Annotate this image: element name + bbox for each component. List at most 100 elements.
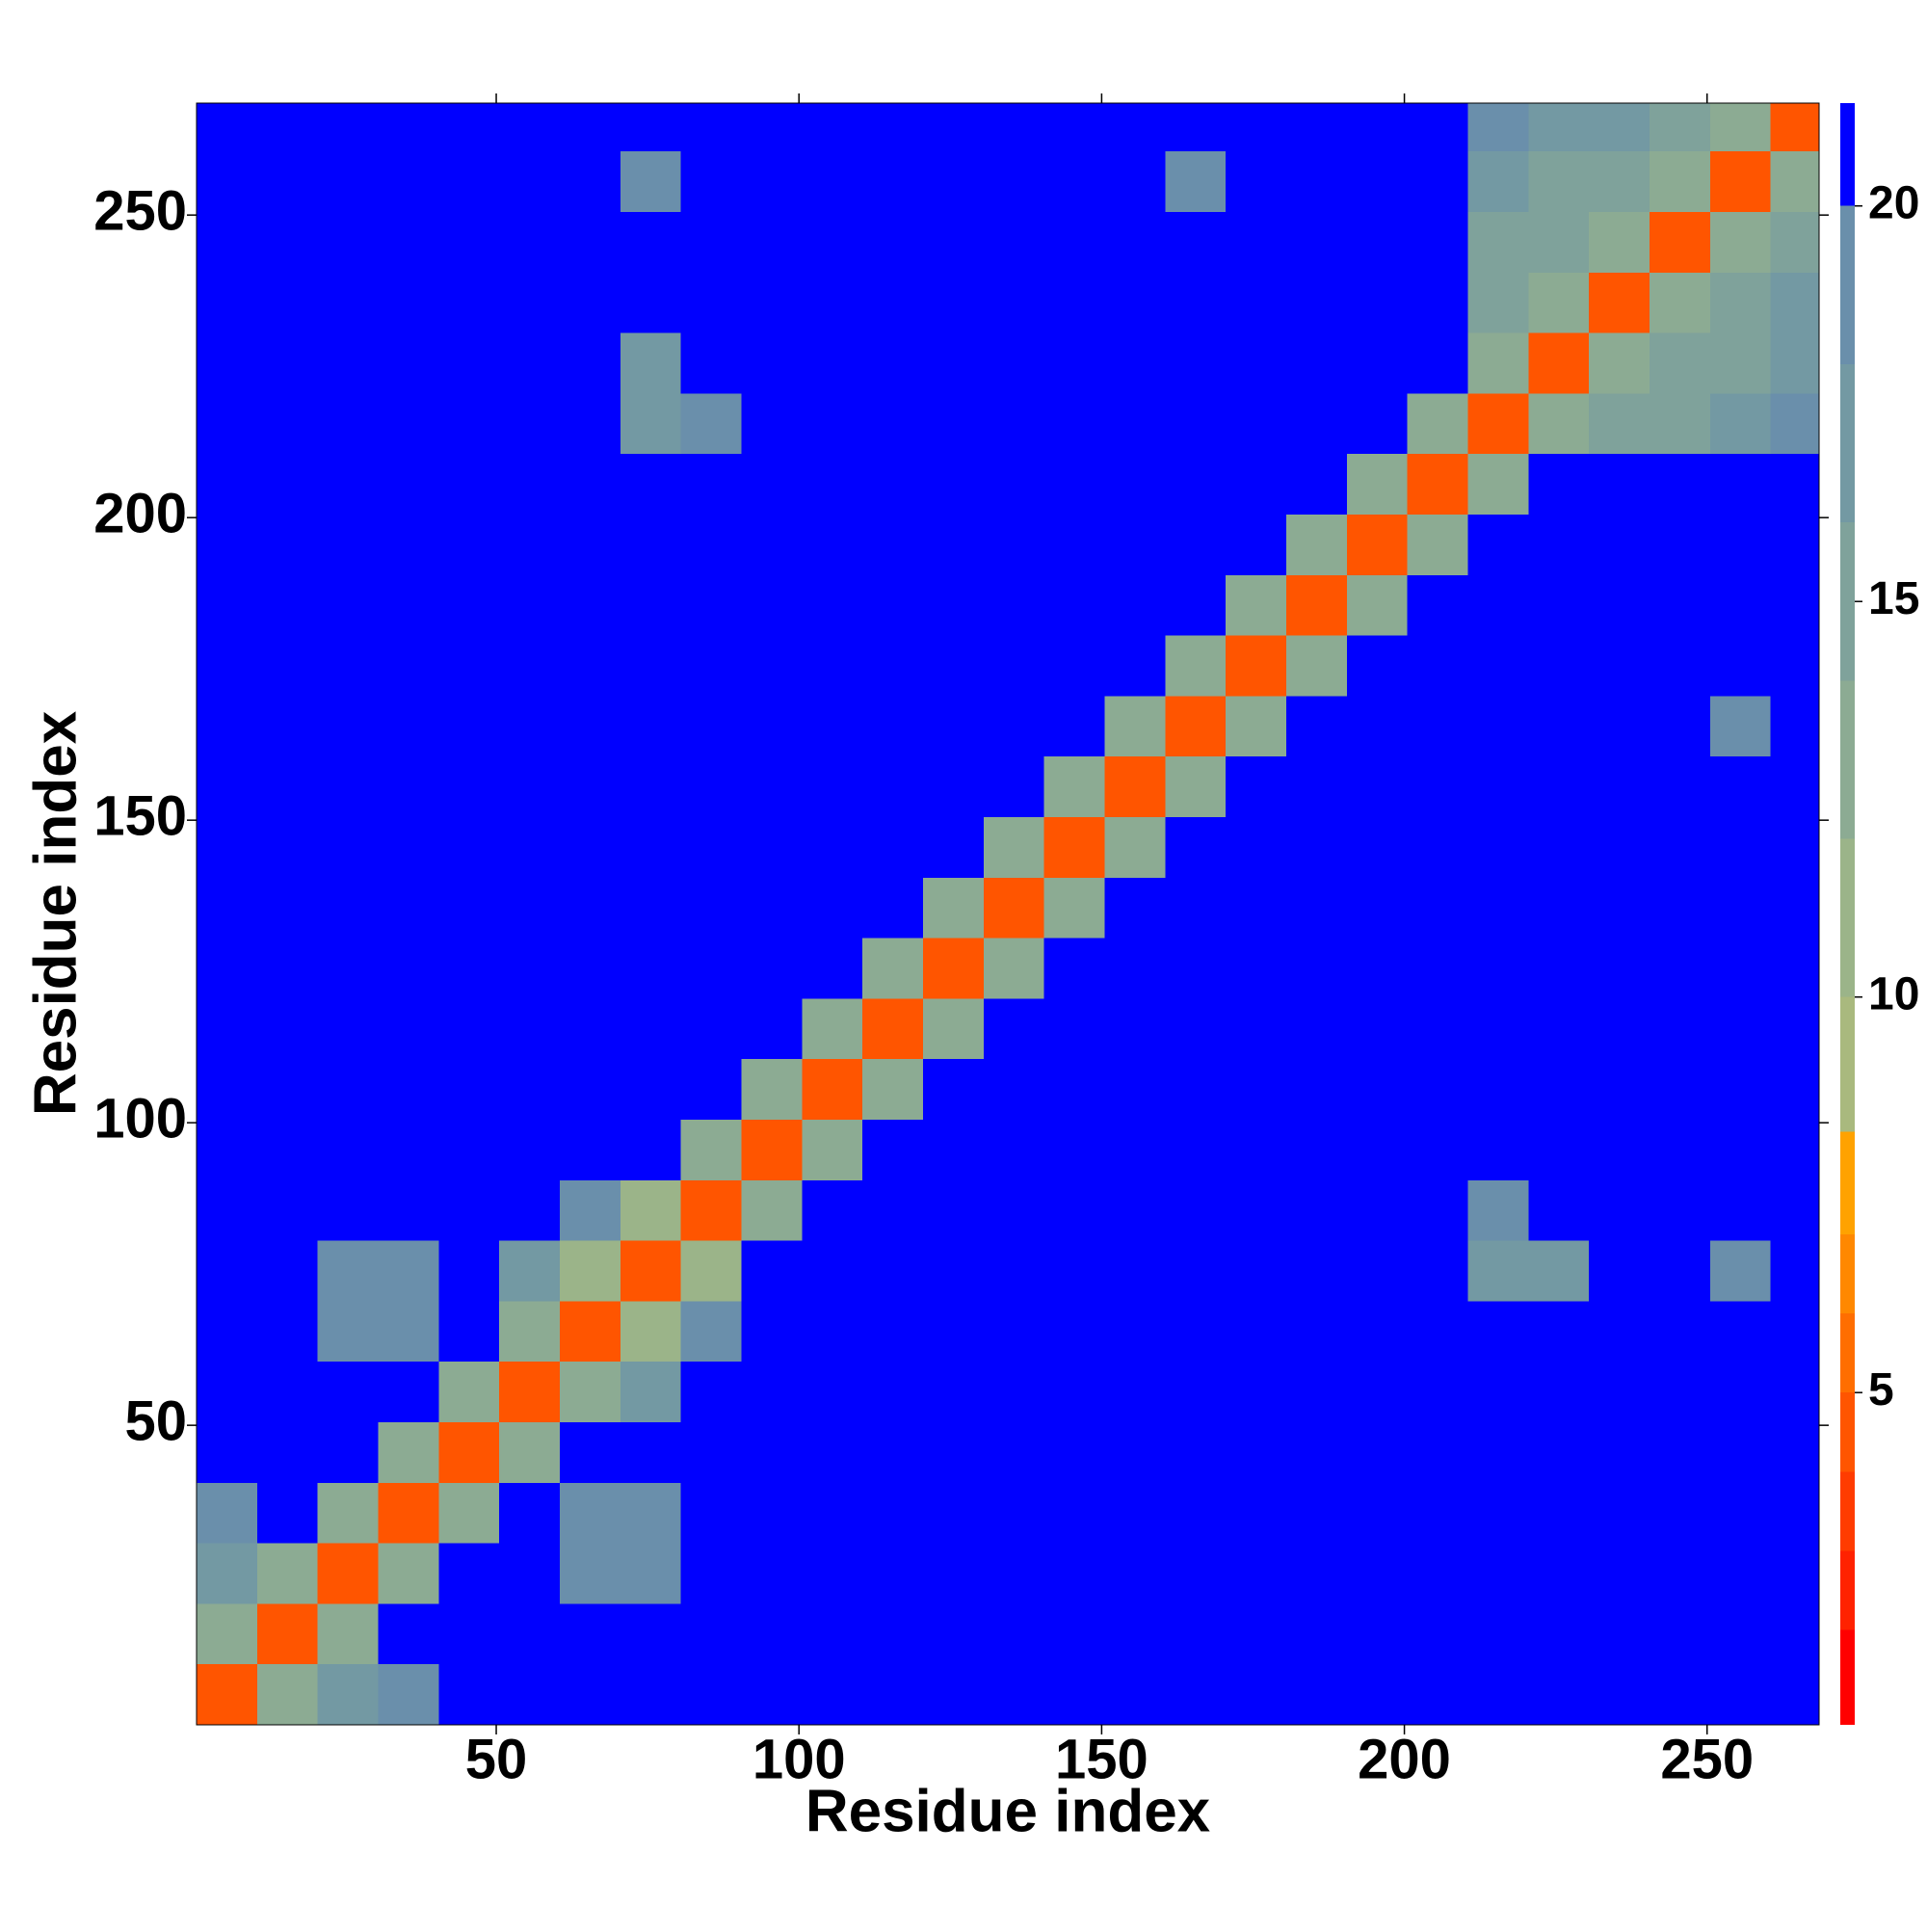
heatmap-cell xyxy=(1650,1664,1710,1725)
heatmap-cell xyxy=(923,1664,984,1725)
heatmap-cell xyxy=(1346,1059,1408,1121)
heatmap-cell xyxy=(317,756,379,818)
heatmap-cell xyxy=(862,272,924,333)
heatmap-cell xyxy=(1650,212,1710,273)
heatmap-cell xyxy=(1407,1664,1468,1725)
heatmap-cell xyxy=(680,1362,742,1423)
heatmap-cell xyxy=(1226,393,1287,455)
heatmap-cell xyxy=(1346,1603,1408,1665)
heatmap-cell xyxy=(1407,756,1468,818)
heatmap-cell xyxy=(256,1240,318,1302)
heatmap-cell xyxy=(317,1362,379,1423)
heatmap-cell xyxy=(1346,877,1408,939)
heatmap-cell xyxy=(560,1240,620,1302)
heatmap-cell xyxy=(923,635,984,697)
heatmap-cell xyxy=(438,272,500,333)
heatmap-cell xyxy=(1770,938,1819,999)
heatmap-cell xyxy=(1770,574,1819,636)
heatmap-cell xyxy=(620,515,681,575)
heatmap-cell xyxy=(1589,1301,1650,1363)
heatmap-cell xyxy=(499,877,561,939)
heatmap-cell xyxy=(862,998,924,1060)
heatmap-cell xyxy=(499,1362,561,1423)
heatmap-cell xyxy=(256,1664,318,1725)
heatmap-cell xyxy=(1650,151,1710,213)
heatmap-cell xyxy=(1165,103,1227,152)
heatmap-cell xyxy=(256,635,318,697)
heatmap-cell xyxy=(680,1664,742,1725)
heatmap-cell xyxy=(620,393,681,455)
heatmap-cell xyxy=(499,1603,561,1665)
heatmap-cell xyxy=(620,151,681,213)
heatmap-cell xyxy=(1589,817,1650,878)
heatmap-cell xyxy=(1346,1362,1408,1423)
heatmap-cell xyxy=(499,454,561,516)
heatmap-cell xyxy=(620,1543,681,1604)
heatmap-cell xyxy=(560,817,620,878)
heatmap-cell xyxy=(1165,272,1227,333)
heatmap-cell xyxy=(620,1603,681,1665)
heatmap-cell xyxy=(1226,212,1287,273)
heatmap-cell xyxy=(1407,1059,1468,1121)
heatmap-cell xyxy=(680,212,742,273)
heatmap-cell xyxy=(1467,574,1529,636)
heatmap-cells xyxy=(197,103,1819,1725)
heatmap-cell xyxy=(1346,454,1408,516)
heatmap-cell xyxy=(1709,1362,1771,1423)
heatmap-cell xyxy=(1709,393,1771,455)
heatmap-cell xyxy=(1709,998,1771,1060)
heatmap-cell xyxy=(560,1179,620,1241)
heatmap-cell xyxy=(1709,574,1771,636)
heatmap-cell xyxy=(620,272,681,333)
heatmap-cell xyxy=(1589,515,1650,575)
heatmap-cell xyxy=(802,1179,863,1241)
heatmap-cell xyxy=(438,756,500,818)
heatmap-cell xyxy=(862,393,924,455)
heatmap-cell xyxy=(1104,272,1166,333)
heatmap-cell xyxy=(378,1120,439,1180)
heatmap-cell xyxy=(1528,938,1590,999)
heatmap-cell xyxy=(741,1362,803,1423)
heatmap-cell xyxy=(680,938,742,999)
heatmap-cell xyxy=(197,696,257,757)
heatmap-cell xyxy=(317,998,379,1060)
heatmap-cell xyxy=(1104,574,1166,636)
heatmap-cell xyxy=(560,998,620,1060)
heatmap-cell xyxy=(438,332,500,394)
heatmap-cell xyxy=(680,454,742,516)
heatmap-cell xyxy=(620,212,681,273)
heatmap-cell xyxy=(1709,1301,1771,1363)
heatmap-cell xyxy=(923,998,984,1060)
heatmap-cell xyxy=(317,272,379,333)
heatmap-cell xyxy=(1709,103,1771,152)
heatmap-cell xyxy=(1043,1482,1105,1544)
y-axis-title: Residue index xyxy=(22,710,89,1116)
heatmap-cell xyxy=(680,1240,742,1302)
heatmap-cell xyxy=(197,1362,257,1423)
heatmap-cell xyxy=(1589,332,1650,394)
heatmap-cell xyxy=(1467,998,1529,1060)
heatmap-cell xyxy=(1528,1301,1590,1363)
heatmap-cell xyxy=(256,332,318,394)
heatmap-cell xyxy=(680,1120,742,1180)
heatmap-cell xyxy=(1467,1301,1529,1363)
heatmap-cell xyxy=(741,103,803,152)
heatmap-cell xyxy=(438,1301,500,1363)
heatmap-cell xyxy=(1650,998,1710,1060)
heatmap-cell xyxy=(560,454,620,516)
heatmap-cell xyxy=(1528,151,1590,213)
heatmap-cell xyxy=(923,1543,984,1604)
heatmap-cell xyxy=(317,1664,379,1725)
heatmap-cell xyxy=(1589,635,1650,697)
heatmap-cell xyxy=(983,1603,1044,1665)
heatmap-cell xyxy=(256,454,318,516)
heatmap-cell xyxy=(1104,393,1166,455)
heatmap-cell xyxy=(317,332,379,394)
heatmap-cell xyxy=(197,515,257,575)
heatmap-cell xyxy=(923,817,984,878)
heatmap-cell xyxy=(1286,1482,1347,1544)
heatmap-cell xyxy=(802,212,863,273)
heatmap-cell xyxy=(1043,1543,1105,1604)
heatmap-cell xyxy=(499,393,561,455)
heatmap-cell xyxy=(499,1179,561,1241)
